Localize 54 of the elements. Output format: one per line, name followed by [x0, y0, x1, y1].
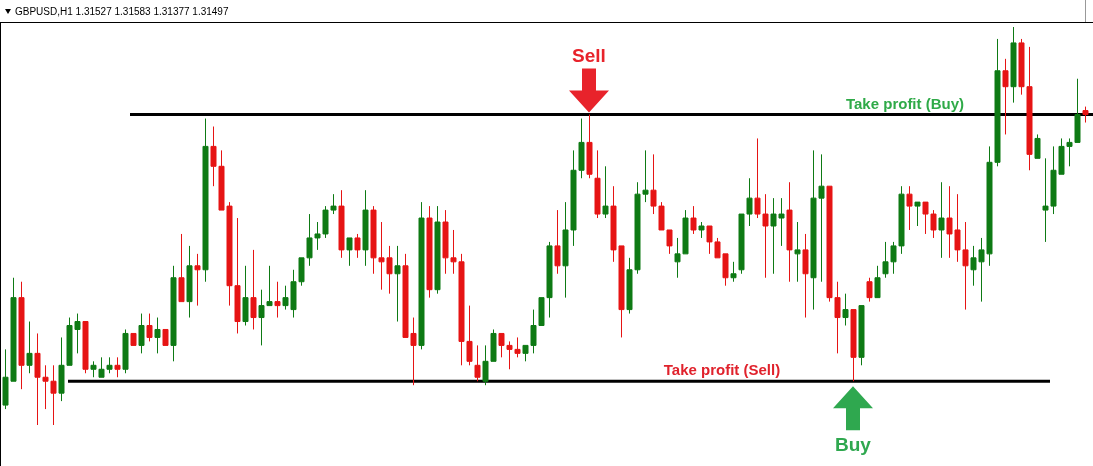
- candlestick: [162, 328, 169, 346]
- candlestick: [146, 313, 153, 342]
- ref-line-label: Take profit (Sell): [663, 361, 781, 379]
- ref-line-label: Take profit (Buy): [845, 94, 965, 112]
- candlestick: [850, 309, 857, 382]
- candlestick: [938, 181, 945, 259]
- candlestick: [602, 165, 609, 219]
- candlestick: [730, 261, 737, 283]
- candlestick: [178, 233, 185, 303]
- candlestick: [690, 205, 697, 235]
- candlestick: [202, 118, 209, 283]
- annotation: Sell: [572, 44, 606, 66]
- candlestick: [274, 281, 281, 319]
- candlestick: [130, 332, 137, 346]
- candlestick: [354, 233, 361, 259]
- candlestick: [594, 149, 601, 219]
- candlestick: [426, 205, 433, 299]
- candlestick: [874, 265, 881, 299]
- candlestick: [242, 265, 249, 326]
- candlestick: [786, 181, 793, 283]
- candlestick: [338, 189, 345, 259]
- candlestick: [1082, 106, 1089, 124]
- candlestick: [866, 277, 873, 303]
- candlestick: [1002, 58, 1009, 135]
- candlestick: [474, 344, 481, 382]
- candlestick: [906, 185, 913, 231]
- candlestick: [794, 221, 801, 283]
- candlestick: [138, 313, 145, 354]
- candlestick: [434, 205, 441, 295]
- candlestick: [1010, 26, 1017, 104]
- candlestick: [842, 293, 849, 326]
- candlestick: [802, 233, 809, 319]
- candlestick: [914, 201, 921, 227]
- chart-title: GBPUSD,H1 1.31527 1.31583 1.31377 1.31497: [15, 6, 229, 17]
- candlestick: [698, 221, 705, 239]
- candlestick: [170, 265, 177, 362]
- candlestick: [418, 201, 425, 350]
- candlestick: [18, 281, 25, 390]
- candlestick: [122, 328, 129, 374]
- text: Buy: [835, 434, 872, 456]
- candlestick: [250, 249, 257, 330]
- candlestick: [194, 253, 201, 307]
- candlestick: [554, 209, 561, 275]
- candlestick: [26, 321, 33, 374]
- candlestick: [858, 305, 865, 366]
- candlestick: [586, 114, 593, 179]
- candlestick: [154, 317, 161, 354]
- candlestick: [186, 245, 193, 319]
- candlestick: [1034, 133, 1041, 159]
- candlestick: [362, 189, 369, 267]
- candlestick: [394, 245, 401, 323]
- candlestick: [82, 321, 89, 374]
- candlestick: [346, 237, 353, 267]
- candlestick: [114, 356, 121, 378]
